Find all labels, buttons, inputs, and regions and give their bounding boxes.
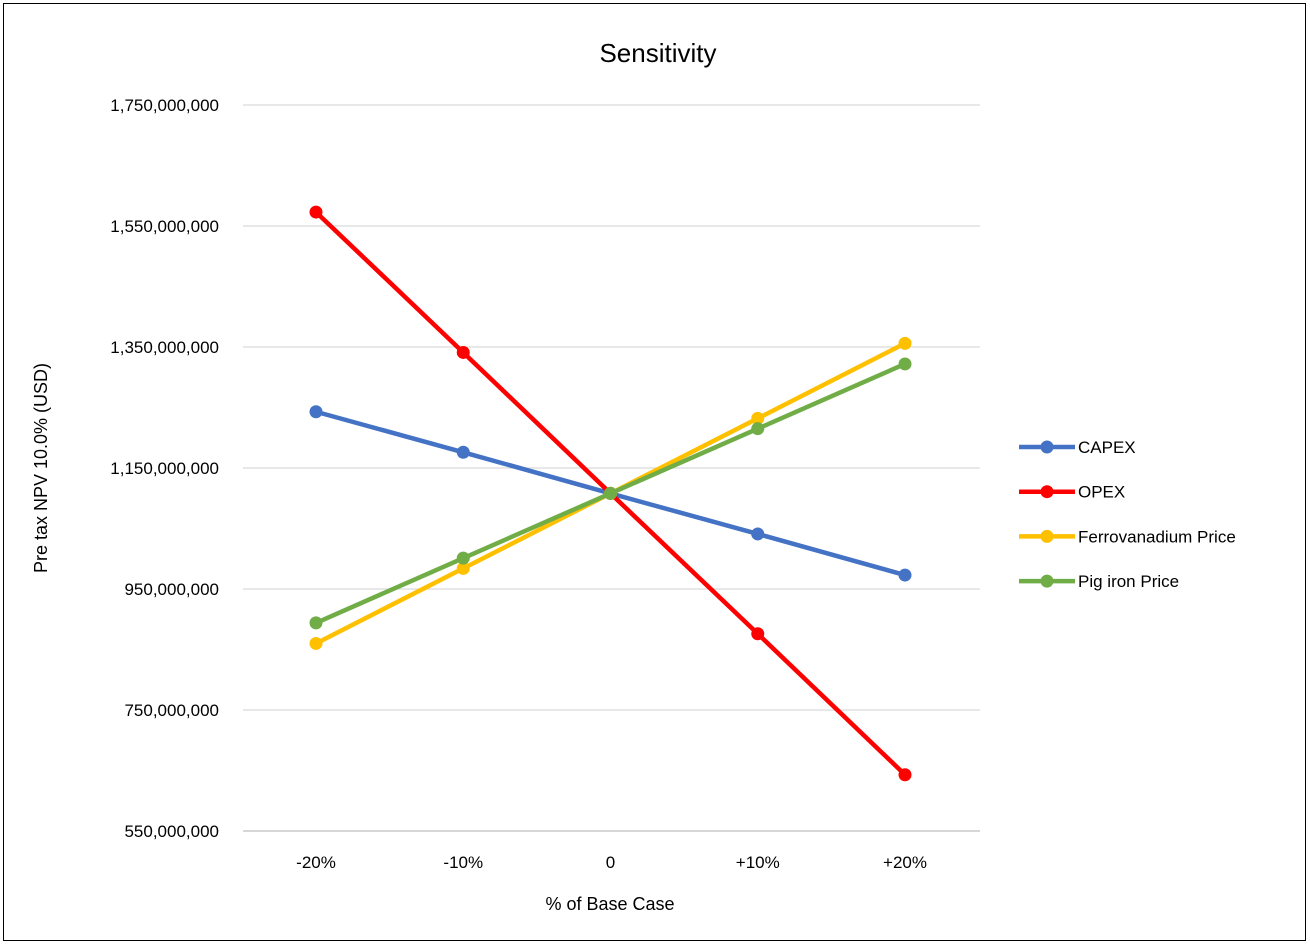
data-point-opex — [751, 627, 765, 641]
legend-swatch-marker — [1040, 574, 1054, 588]
data-point-opex — [456, 345, 470, 359]
y-tick-label: 1,350,000,000 — [110, 338, 219, 357]
data-point-pig-iron-price — [751, 422, 765, 436]
y-tick-label: 950,000,000 — [124, 580, 219, 599]
data-point-ferrovanadium-price — [309, 636, 323, 650]
x-axis-ticks: -20% -10% 0 +10% +20% — [296, 853, 927, 872]
data-point-ferrovanadium-price — [898, 336, 912, 350]
y-tick-label: 1,550,000,000 — [110, 217, 219, 236]
legend-item-opex: OPEX — [1019, 483, 1125, 502]
y-tick-label: 1,750,000,000 — [110, 96, 219, 115]
x-tick-label: +20% — [883, 853, 927, 872]
y-axis-ticks: 550,000,000 750,000,000 950,000,000 1,150,0… — [110, 96, 219, 841]
gridlines — [243, 104, 980, 832]
data-point-capex — [456, 445, 470, 459]
data-point-ferrovanadium-price — [751, 411, 765, 425]
x-tick-label: -10% — [443, 853, 483, 872]
series-group — [309, 205, 912, 782]
y-axis-title: Pre tax NPV 10.0% (USD) — [31, 363, 51, 573]
legend-label: Ferrovanadium Price — [1078, 527, 1236, 546]
legend-label: Pig iron Price — [1078, 572, 1179, 591]
legend: CAPEX OPEX Ferrovanadium Price Pig iron Pri… — [1019, 438, 1236, 591]
data-point-ferrovanadium-price — [456, 561, 470, 575]
series-pig-iron-price — [309, 357, 912, 630]
legend-item-pig-iron-price: Pig iron Price — [1019, 572, 1179, 591]
legend-label: CAPEX — [1078, 438, 1136, 457]
legend-swatch-marker — [1040, 485, 1054, 499]
y-tick-label: 550,000,000 — [124, 822, 219, 841]
x-axis-title: % of Base Case — [545, 894, 674, 914]
data-point-capex — [751, 527, 765, 541]
data-point-capex — [898, 568, 912, 582]
x-tick-label: 0 — [606, 853, 615, 872]
data-point-capex — [309, 405, 323, 419]
data-point-pig-iron-price — [604, 486, 617, 500]
legend-item-capex: CAPEX — [1019, 438, 1136, 457]
x-tick-label: -20% — [296, 853, 336, 872]
legend-item-ferrovanadium-price: Ferrovanadium Price — [1019, 527, 1236, 546]
y-tick-label: 750,000,000 — [124, 701, 219, 720]
legend-swatch-marker — [1040, 440, 1054, 454]
y-tick-label: 1,150,000,000 — [110, 459, 219, 478]
legend-label: OPEX — [1078, 483, 1125, 502]
legend-swatch-marker — [1040, 529, 1054, 543]
data-point-pig-iron-price — [456, 551, 470, 565]
data-point-pig-iron-price — [309, 616, 323, 630]
data-point-opex — [898, 768, 912, 782]
x-tick-label: +10% — [736, 853, 780, 872]
data-point-pig-iron-price — [898, 357, 912, 371]
chart-title: Sensitivity — [599, 38, 716, 68]
data-point-opex — [309, 205, 323, 219]
